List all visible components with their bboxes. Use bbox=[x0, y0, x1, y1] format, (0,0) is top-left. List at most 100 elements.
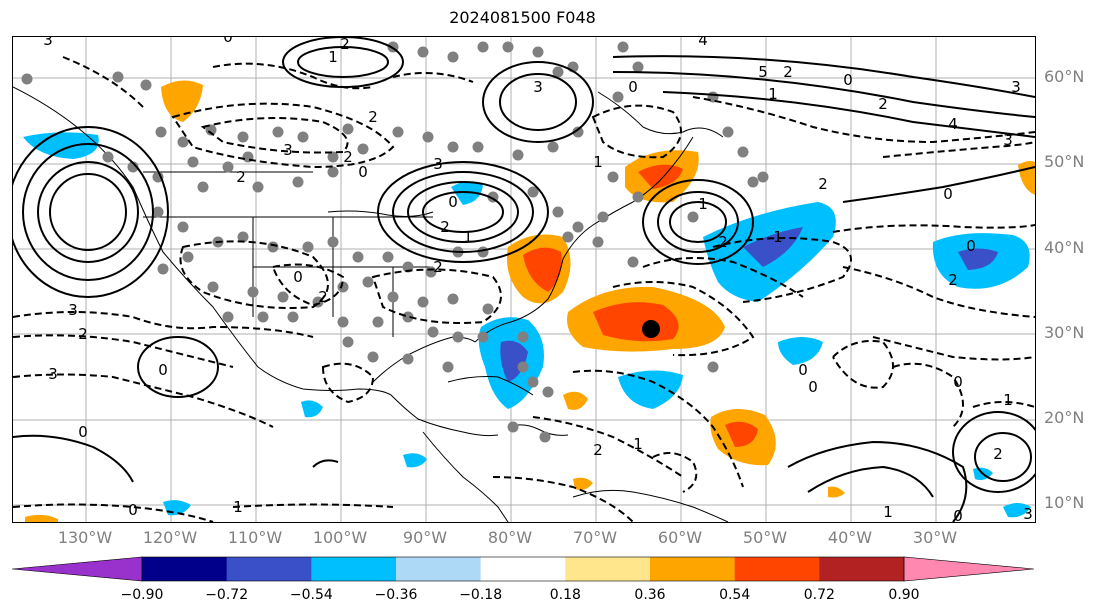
station-dot bbox=[737, 146, 749, 158]
station-dot bbox=[452, 331, 464, 343]
contour-label: 0 bbox=[628, 78, 638, 96]
negative-contour bbox=[572, 369, 744, 488]
positive-anomaly-region bbox=[563, 391, 588, 410]
negative-anomaly-region bbox=[778, 337, 823, 365]
station-dot bbox=[547, 141, 559, 153]
contour-lines bbox=[13, 37, 1035, 522]
positive-contour bbox=[499, 73, 577, 131]
station-dot bbox=[177, 221, 189, 233]
station-dot bbox=[337, 316, 349, 328]
station-dot bbox=[632, 191, 644, 203]
negative-contour bbox=[371, 268, 502, 324]
longitude-label: 80°W bbox=[487, 528, 533, 547]
positive-contour bbox=[657, 191, 739, 253]
negative-contour bbox=[13, 503, 214, 522]
negative-contour bbox=[882, 141, 1035, 158]
contour-label: 3 bbox=[1023, 505, 1033, 522]
station-dot bbox=[337, 281, 349, 293]
colorbar-tick-label: 0.36 bbox=[634, 587, 666, 603]
colorbar-tick-label: −0.54 bbox=[289, 587, 333, 603]
station-dot bbox=[182, 251, 194, 263]
contour-label: 2 bbox=[718, 233, 728, 251]
contour-label: 2 bbox=[433, 258, 443, 276]
station-dot bbox=[277, 291, 289, 303]
station-dot bbox=[757, 171, 769, 183]
latitude-label: 50°N bbox=[1044, 152, 1085, 171]
positive-contour bbox=[952, 411, 1035, 493]
colorbar-segment bbox=[734, 557, 820, 581]
station-dot bbox=[157, 263, 169, 275]
longitude-label: 90°W bbox=[402, 528, 448, 547]
positive-contour bbox=[662, 91, 1035, 138]
contour-label: 2 bbox=[593, 441, 603, 459]
station-dot bbox=[627, 256, 639, 268]
positive-contour bbox=[612, 71, 1035, 118]
negative-contour bbox=[62, 56, 144, 108]
contour-label: 3 bbox=[1011, 78, 1021, 96]
station-dot bbox=[367, 351, 379, 363]
colorbar-segment bbox=[311, 557, 397, 581]
negative-contour bbox=[832, 224, 1035, 233]
contour-label: 1 bbox=[463, 228, 473, 246]
station-dot bbox=[372, 316, 384, 328]
station-dot bbox=[722, 126, 734, 138]
contour-label: 2 bbox=[783, 63, 793, 81]
contour-label: 1 bbox=[593, 153, 603, 171]
contour-label: 1 bbox=[1003, 391, 1013, 409]
contour-label: 2 bbox=[440, 218, 450, 236]
longitude-label: 30°W bbox=[912, 528, 958, 547]
contour-label: 1 bbox=[233, 498, 243, 516]
station-dot bbox=[222, 161, 234, 173]
positive-contour bbox=[422, 191, 504, 233]
station-dot bbox=[707, 361, 719, 373]
negative-contour bbox=[212, 62, 374, 90]
station-dot bbox=[417, 46, 429, 58]
colorbar-extend-low bbox=[12, 556, 143, 582]
station-dot bbox=[447, 51, 459, 63]
station-dot bbox=[597, 211, 609, 223]
contour-label: 3 bbox=[433, 155, 443, 173]
contour-label: 1 bbox=[698, 195, 708, 213]
station-dot bbox=[502, 41, 514, 53]
colorbar-segment bbox=[142, 557, 228, 581]
station-dot bbox=[517, 361, 529, 373]
station-dot bbox=[507, 421, 519, 433]
positive-contour bbox=[612, 55, 1035, 98]
longitude-label: 50°W bbox=[742, 528, 788, 547]
positive-contour bbox=[13, 434, 134, 483]
positive-contour bbox=[642, 179, 754, 265]
contour-label: 0 bbox=[448, 193, 458, 211]
contour-label: 2 bbox=[368, 108, 378, 126]
station-dot bbox=[252, 181, 264, 193]
contour-label: 1 bbox=[633, 435, 643, 453]
station-dot bbox=[447, 141, 459, 153]
negative-anomaly-region bbox=[451, 181, 483, 205]
positive-anomaly-region bbox=[828, 486, 845, 498]
station-dot bbox=[572, 126, 584, 138]
longitude-label: 70°W bbox=[572, 528, 618, 547]
station-dot bbox=[207, 281, 219, 293]
negative-contour bbox=[321, 362, 375, 404]
negative-contour bbox=[712, 237, 852, 303]
colorbar-segment bbox=[226, 557, 312, 581]
station-dot bbox=[102, 151, 114, 163]
station-dot bbox=[422, 131, 434, 143]
station-dot bbox=[387, 291, 399, 303]
station-dot bbox=[427, 326, 439, 338]
station-dot bbox=[402, 311, 414, 323]
negative-contour bbox=[642, 257, 804, 298]
station-dot bbox=[517, 331, 529, 343]
station-dot bbox=[477, 331, 489, 343]
negative-contour bbox=[612, 281, 755, 357]
station-dot bbox=[155, 126, 167, 138]
station-dot bbox=[342, 336, 354, 348]
positive-contour bbox=[787, 440, 968, 522]
positive-contour bbox=[49, 173, 127, 251]
positive-anomaly-region bbox=[573, 477, 593, 491]
station-dot bbox=[562, 231, 574, 243]
contour-label: 2 bbox=[340, 37, 350, 53]
shaded-anomaly-fields bbox=[23, 80, 1035, 522]
negative-anomaly-region bbox=[301, 400, 323, 418]
